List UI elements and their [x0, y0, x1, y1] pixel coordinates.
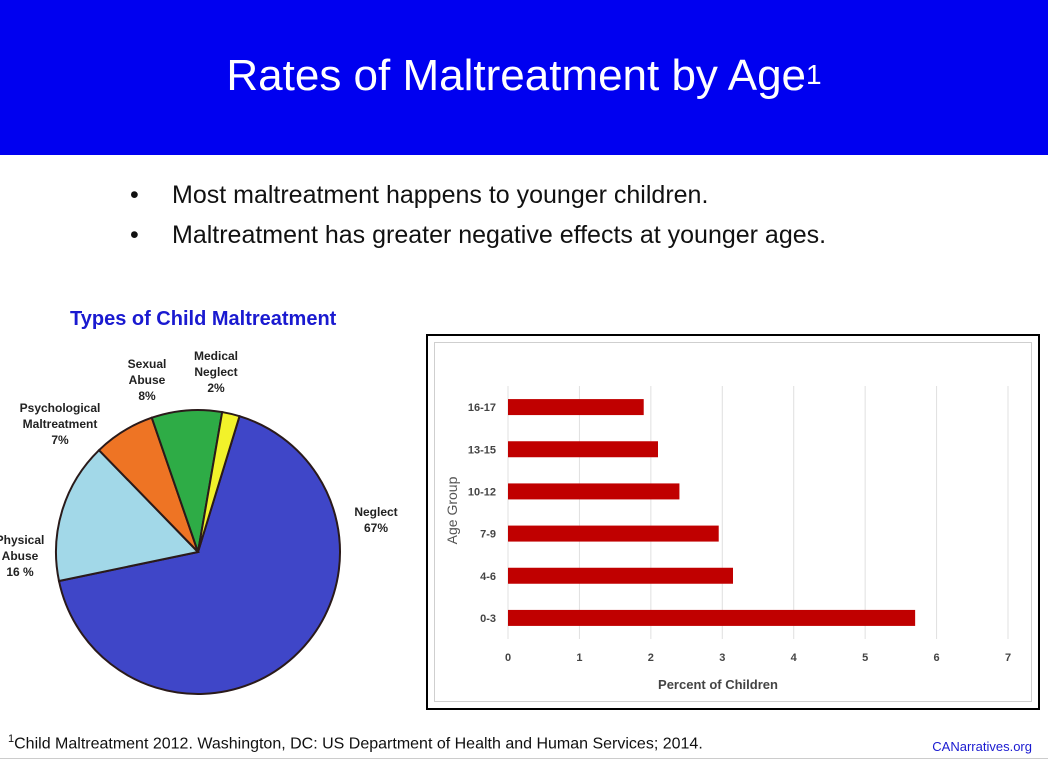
pie-slice — [57, 414, 341, 695]
x-tick-label: 0 — [505, 652, 511, 664]
x-axis-title: Percent of Children — [658, 677, 778, 692]
x-tick-label: 5 — [862, 652, 868, 664]
slide-title-text: Rates of Maltreatment by Age — [226, 51, 807, 100]
bar — [508, 399, 644, 416]
x-tick-label: 3 — [719, 652, 725, 664]
bar — [508, 483, 680, 500]
x-tick-label: 1 — [576, 652, 582, 664]
y-tick-label: 16-17 — [468, 402, 496, 414]
title-banner: Rates of Maltreatment by Age1 — [0, 0, 1048, 155]
bar — [508, 525, 719, 542]
x-tick-label: 7 — [1005, 652, 1011, 664]
bullet-text: Maltreatment has greater negative effect… — [172, 221, 827, 249]
pie-slice-label: Medical Neglect 2% — [194, 349, 238, 395]
pie-slice — [55, 448, 200, 583]
footnote: 1Child Maltreatment 2012. Washington, DC… — [8, 733, 703, 753]
x-tick-label: 4 — [791, 652, 798, 664]
bar — [508, 609, 916, 626]
pie-slice-label: Neglect 67% — [354, 505, 397, 535]
pie-slice — [197, 410, 241, 553]
bar-chart: 0 1 2 3 4 5 6 7 16-17 13-15 10-12 7-9 4-6 0-3 Percent … — [444, 386, 1011, 692]
footnote-text: Child Maltreatment 2012. Washington, DC:… — [14, 735, 703, 753]
y-axis-title: Age Group — [444, 476, 460, 544]
x-tick-label: 2 — [648, 652, 654, 664]
bottom-divider — [0, 758, 1048, 759]
pie-slice-label: Psychological Maltreatment 7% — [20, 401, 101, 447]
pie-slice-label: Sexual Abuse 8% — [128, 357, 167, 403]
title-superscript: 1 — [806, 59, 822, 90]
x-tick-label: 6 — [934, 652, 940, 664]
y-tick-label: 13-15 — [468, 444, 496, 456]
brand-text: CANarratives.org — [932, 739, 1032, 754]
pie-chart: Neglect 67% Physical Abuse 16 % Psychological… — [0, 349, 398, 695]
bullet-dot: • — [130, 221, 139, 249]
pie-slice-label: Physical Abuse 16 % — [0, 533, 44, 579]
bar — [508, 567, 733, 584]
y-tick-label: 10-12 — [468, 486, 496, 498]
bullet-dot: • — [130, 181, 139, 209]
y-tick-label: 4-6 — [480, 571, 496, 583]
bar-chart-frame — [426, 334, 1040, 710]
bullet-text: Most maltreatment happens to younger chi… — [172, 181, 709, 209]
footnote-superscript: 1 — [8, 733, 15, 745]
slide-title: Rates of Maltreatment by Age1 — [0, 50, 1048, 102]
y-tick-label: 7-9 — [480, 529, 496, 541]
bar — [508, 441, 658, 458]
pie-chart-title: Types of Child Maltreatment — [70, 308, 337, 330]
y-tick-label: 0-3 — [480, 613, 496, 625]
bar-chart-inner-border — [434, 342, 1032, 702]
